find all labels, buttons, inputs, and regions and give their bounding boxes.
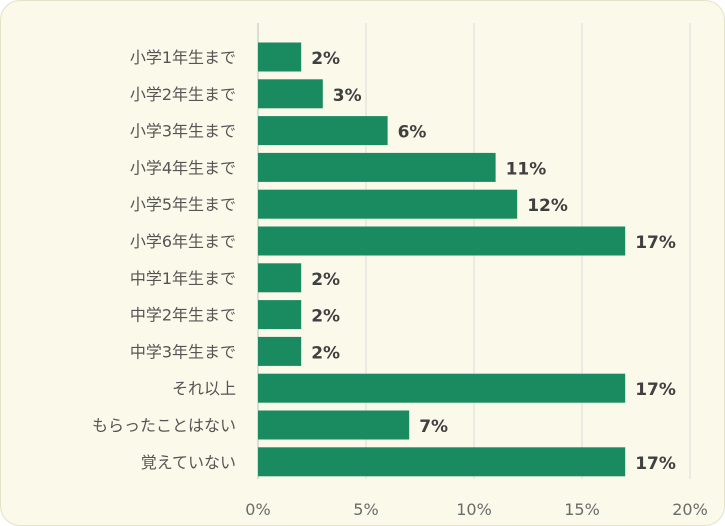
data-label-10: 7% <box>419 417 448 437</box>
bar-3 <box>258 152 496 182</box>
category-label-7: 中学2年生まで <box>130 306 236 325</box>
category-label-8: 中学3年生まで <box>130 342 236 361</box>
bar-9 <box>258 373 626 403</box>
category-label-10: もらったことはない <box>92 416 236 435</box>
x-tick-label-4: 20% <box>672 500 708 519</box>
data-label-0: 2% <box>311 49 340 69</box>
x-tick-label-2: 10% <box>456 500 492 519</box>
bars <box>258 42 626 477</box>
data-label-4: 12% <box>527 196 568 216</box>
category-labels: 小学1年生まで小学2年生まで小学3年生まで小学4年生まで小学5年生まで小学6年生… <box>92 48 236 472</box>
bar-0 <box>258 42 302 72</box>
data-label-5: 17% <box>635 233 676 253</box>
bar-5 <box>258 226 626 256</box>
bar-10 <box>258 410 410 440</box>
data-label-9: 17% <box>635 380 676 400</box>
category-label-4: 小学5年生まで <box>130 195 236 214</box>
data-label-1: 3% <box>333 86 362 106</box>
bar-8 <box>258 336 302 366</box>
bar-1 <box>258 79 323 109</box>
data-labels: 2% 3% 6% 11% 12% 17% 2% 2% 2% 17% 7% 17% <box>311 49 676 474</box>
data-label-2: 6% <box>398 123 427 143</box>
data-label-7: 2% <box>311 307 340 327</box>
data-label-11: 17% <box>635 454 676 474</box>
category-label-3: 小学4年生まで <box>130 158 236 177</box>
category-label-6: 中学1年生まで <box>130 269 236 288</box>
data-label-3: 11% <box>506 159 547 179</box>
bar-6 <box>258 263 302 293</box>
data-label-6: 2% <box>311 270 340 290</box>
x-tick-label-0: 0% <box>245 500 270 519</box>
category-label-0: 小学1年生まで <box>130 48 236 67</box>
category-label-9: それ以上 <box>172 379 236 398</box>
bar-4 <box>258 189 518 219</box>
category-label-11: 覚えていない <box>141 453 236 472</box>
x-tick-label-3: 15% <box>564 500 600 519</box>
bar-7 <box>258 300 302 330</box>
category-label-2: 小学3年生まで <box>130 122 236 141</box>
bar-2 <box>258 116 388 146</box>
data-label-8: 2% <box>311 343 340 363</box>
category-label-5: 小学6年生まで <box>130 232 236 251</box>
bar-11 <box>258 447 626 477</box>
x-axis-ticks: 0% 5% 10% 15% 20% <box>245 500 707 519</box>
category-label-1: 小学2年生まで <box>130 85 236 104</box>
x-tick-label-1: 5% <box>353 500 378 519</box>
